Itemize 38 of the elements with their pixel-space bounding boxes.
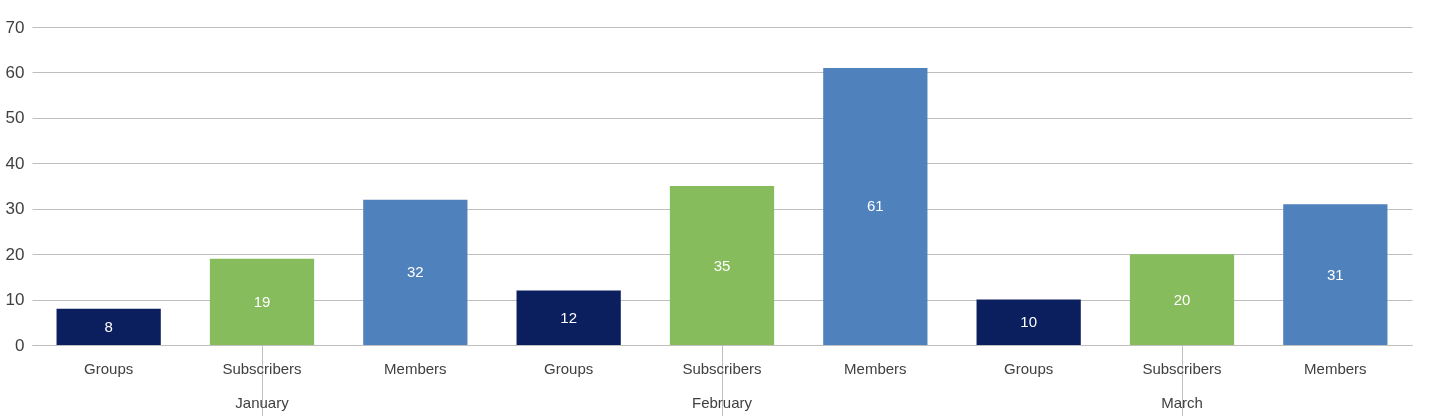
x-tick-label: March	[1161, 393, 1203, 411]
y-tick-label: 60	[5, 62, 25, 82]
bar	[1129, 254, 1235, 345]
bar	[1283, 204, 1388, 345]
y-tick-label: 10	[5, 290, 25, 310]
y-tick-label: 50	[5, 108, 25, 128]
text: Subscribers	[682, 360, 762, 377]
data-label: 31	[1326, 265, 1344, 283]
x-tick-label: February	[691, 393, 753, 411]
data-label: 20	[1173, 290, 1191, 308]
y-tick-label: 0	[15, 335, 25, 355]
data-label: 61	[866, 197, 884, 215]
series-label: Members	[384, 360, 447, 377]
data-label: 8	[104, 317, 113, 335]
bar	[669, 186, 775, 345]
series-label: Subscribers	[222, 360, 302, 377]
series-label: Groups	[84, 360, 134, 377]
text: Groups	[1004, 360, 1054, 377]
data-label: 35	[713, 256, 731, 274]
text: Members	[844, 360, 907, 377]
data-label: 10	[1020, 313, 1038, 331]
data-label: 19	[253, 292, 271, 310]
y-tick-label: 70	[5, 17, 25, 37]
bar	[516, 290, 621, 345]
text: Members	[1304, 360, 1367, 377]
x-tick-label: January	[235, 393, 290, 411]
data-label: 12	[560, 308, 578, 326]
bar	[209, 258, 315, 345]
y-tick-label: 20	[5, 244, 25, 264]
text: Groups	[544, 360, 594, 377]
y-tick-label: 40	[5, 153, 25, 173]
bar	[363, 199, 468, 345]
text: Subscribers	[1142, 360, 1222, 377]
data-label: 32	[406, 263, 424, 281]
bar	[976, 299, 1081, 345]
bar	[56, 308, 161, 345]
bar	[823, 67, 928, 345]
y-tick-label: 30	[5, 199, 25, 219]
